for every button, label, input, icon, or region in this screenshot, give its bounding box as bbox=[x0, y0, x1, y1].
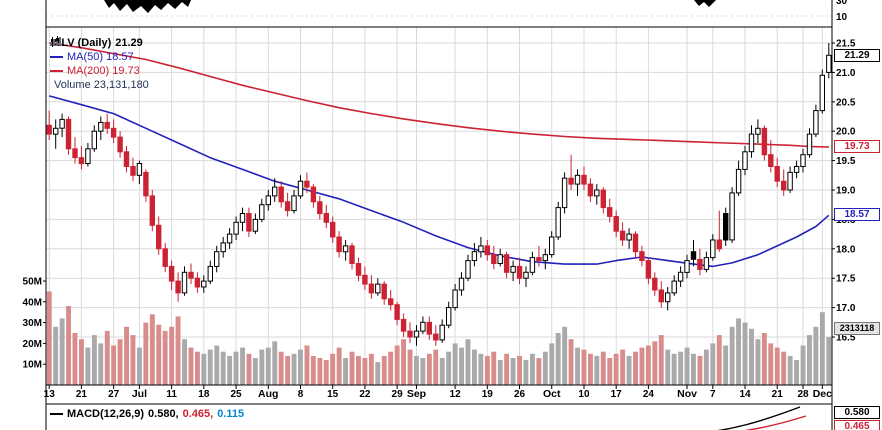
svg-text:25: 25 bbox=[230, 389, 242, 400]
axes bbox=[45, 0, 833, 430]
svg-text:21: 21 bbox=[772, 389, 784, 400]
svg-text:10: 10 bbox=[578, 389, 590, 400]
macd-swatch-icon bbox=[50, 413, 63, 415]
svg-text:7: 7 bbox=[710, 389, 716, 400]
svg-text:10: 10 bbox=[836, 12, 848, 23]
ma200-swatch-icon bbox=[50, 70, 63, 72]
svg-text:15: 15 bbox=[327, 389, 339, 400]
svg-text:Jul: Jul bbox=[132, 388, 147, 400]
macd-signal-line bbox=[744, 415, 807, 430]
ma50-swatch-icon bbox=[50, 56, 63, 58]
svg-text:Aug: Aug bbox=[258, 388, 278, 400]
ma-lines bbox=[48, 42, 830, 268]
legend-symbol-row: SLV (Daily) 21.29 bbox=[50, 36, 149, 50]
svg-text:10M: 10M bbox=[23, 360, 42, 371]
svg-text:14: 14 bbox=[739, 389, 751, 400]
svg-text:19.5: 19.5 bbox=[836, 156, 856, 167]
macd-legend: MACD(12,26,9) 0.580, 0.465, 0.115 bbox=[50, 408, 244, 420]
ma200-label: MA(200) 19.73 bbox=[67, 65, 140, 77]
svg-text:18: 18 bbox=[198, 389, 210, 400]
last-price-box: 21.29 bbox=[834, 49, 880, 62]
svg-text:Nov: Nov bbox=[677, 388, 697, 400]
macd-line bbox=[717, 406, 801, 430]
svg-text:22: 22 bbox=[359, 389, 371, 400]
candlesticks bbox=[46, 43, 832, 346]
legend-ma50-row: MA(50) 18.57 bbox=[50, 50, 149, 64]
svg-text:27: 27 bbox=[108, 389, 120, 400]
ma50-label: MA(50) 18.57 bbox=[67, 51, 134, 63]
svg-text:28: 28 bbox=[797, 389, 809, 400]
svg-text:Sep: Sep bbox=[407, 388, 426, 400]
svg-text:16.5: 16.5 bbox=[836, 333, 856, 344]
svg-text:12: 12 bbox=[450, 389, 462, 400]
symbol-title: SLV (Daily) bbox=[54, 37, 112, 49]
macd-label: MACD(12,26,9) bbox=[67, 408, 145, 420]
svg-text:13: 13 bbox=[44, 389, 56, 400]
volume-label: Volume 23,131,180 bbox=[54, 79, 149, 91]
svg-text:20.5: 20.5 bbox=[836, 97, 856, 108]
ma50-price-box: 18.57 bbox=[834, 208, 880, 221]
svg-text:30M: 30M bbox=[23, 318, 42, 329]
svg-text:Dec: Dec bbox=[813, 388, 832, 400]
legend-ma200-row: MA(200) 19.73 bbox=[50, 64, 149, 78]
macd-value: 0.580, bbox=[148, 408, 179, 420]
chart-legend: SLV (Daily) 21.29 MA(50) 18.57 MA(200) 1… bbox=[50, 36, 149, 92]
svg-text:Oct: Oct bbox=[543, 388, 561, 400]
svg-text:17: 17 bbox=[611, 389, 623, 400]
svg-text:17.0: 17.0 bbox=[836, 303, 856, 314]
svg-text:17.5: 17.5 bbox=[836, 274, 856, 285]
macd-pane-sliver bbox=[717, 406, 807, 430]
svg-text:29: 29 bbox=[392, 389, 404, 400]
svg-text:24: 24 bbox=[643, 389, 655, 400]
svg-text:21: 21 bbox=[76, 389, 88, 400]
volume-bars bbox=[46, 291, 832, 385]
last-price-text: 21.29 bbox=[115, 37, 143, 49]
svg-text:19.0: 19.0 bbox=[836, 186, 856, 197]
svg-text:18.0: 18.0 bbox=[836, 244, 856, 255]
svg-text:26: 26 bbox=[514, 389, 526, 400]
ma200-line bbox=[49, 42, 829, 148]
macd-hist-value: 0.115 bbox=[217, 408, 245, 420]
svg-text:20M: 20M bbox=[23, 339, 42, 350]
svg-text:50M: 50M bbox=[23, 277, 42, 288]
ma200-price-box: 19.73 bbox=[834, 140, 880, 153]
macd-value-box: 0.580 bbox=[834, 406, 880, 419]
svg-text:11: 11 bbox=[166, 389, 177, 400]
svg-text:40M: 40M bbox=[23, 297, 42, 308]
macd-signal-box: 0.465 bbox=[834, 420, 880, 430]
top-pane-clipped-plot bbox=[104, 0, 191, 13]
svg-text:20.0: 20.0 bbox=[836, 127, 856, 138]
svg-text:30: 30 bbox=[836, 0, 848, 7]
grid-lines bbox=[46, 15, 832, 385]
axis-labels: 16.517.017.518.018.519.019.520.020.521.0… bbox=[23, 39, 856, 401]
svg-text:21.5: 21.5 bbox=[836, 39, 856, 50]
svg-text:21.0: 21.0 bbox=[836, 68, 856, 79]
macd-signal-value: 0.465, bbox=[182, 408, 214, 420]
volume-value-box: 2313118 bbox=[834, 322, 880, 335]
svg-text:8: 8 bbox=[298, 389, 304, 400]
svg-text:19: 19 bbox=[482, 389, 494, 400]
legend-volume-row: Volume 23,131,180 bbox=[50, 37, 149, 92]
top-pane-sliver: 30 10 bbox=[104, 0, 848, 23]
